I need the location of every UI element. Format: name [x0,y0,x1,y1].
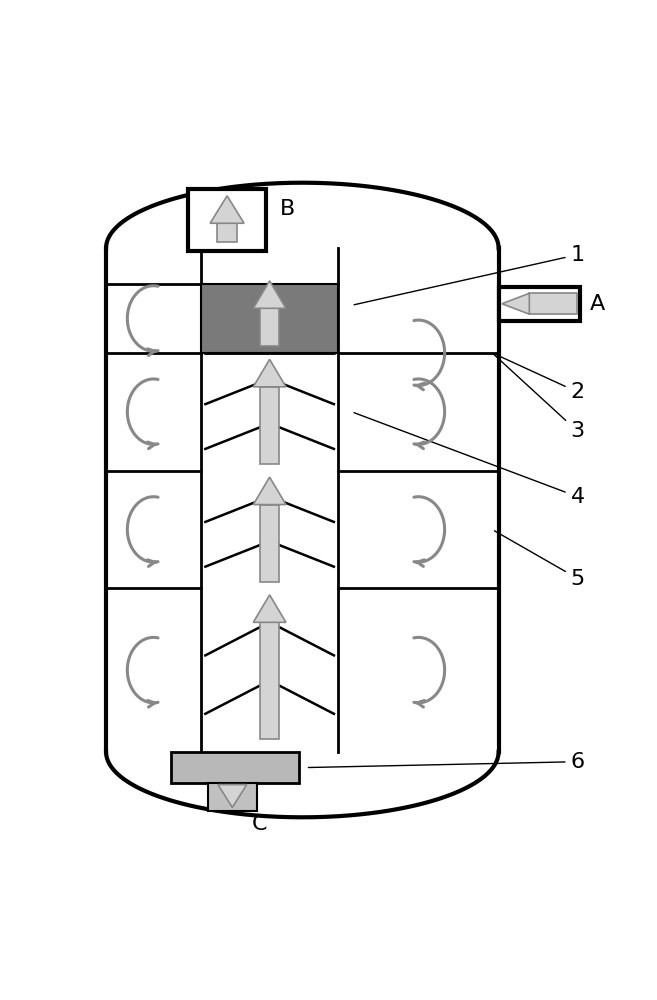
Bar [530,293,577,314]
Text: 2: 2 [495,354,585,402]
Text: 1: 1 [354,245,585,305]
Polygon shape [218,785,247,807]
Text: B: B [279,199,295,219]
Bar [188,189,266,251]
Bar [260,622,279,739]
Text: C: C [252,814,267,834]
Text: A: A [590,294,606,314]
Text: 3: 3 [494,355,585,441]
Bar [260,387,279,464]
Polygon shape [502,293,530,314]
Bar [201,284,338,353]
Polygon shape [253,281,286,308]
Bar [499,287,580,321]
Bar [208,783,256,811]
Polygon shape [210,196,244,223]
Bar [260,308,279,346]
Bar [171,752,299,783]
Polygon shape [253,359,286,387]
Text: 5: 5 [495,531,585,589]
Polygon shape [253,595,286,622]
Bar [224,785,241,787]
Text: 4: 4 [354,413,585,507]
Bar [217,223,237,242]
Bar [260,505,279,582]
Polygon shape [253,477,286,505]
Text: 6: 6 [308,752,585,772]
